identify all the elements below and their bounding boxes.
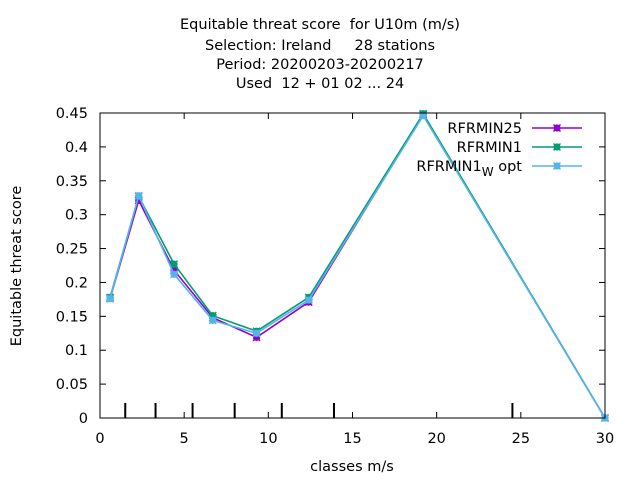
series-3 (106, 111, 610, 423)
legend-entry: RFRMIN1W opt (416, 159, 582, 179)
y-tick-label: 0.4 (65, 140, 88, 156)
x-tick-label: 5 (180, 431, 189, 447)
legend-entry: RFRMIN25 (447, 121, 582, 137)
title-line-3: Period: 20200203-20200217 (216, 57, 424, 73)
title-line-1: Equitable threat score for U10m (m/s) (180, 17, 460, 33)
series-1 (106, 110, 610, 423)
y-tick-label: 0.15 (56, 309, 88, 325)
data-point-x2 (106, 294, 115, 303)
plot-frame (99, 112, 606, 419)
legend-label-subscript: W (482, 165, 494, 179)
series-line (109, 114, 606, 419)
legend-marker-x2 (552, 161, 562, 171)
legend-label: RFRMIN1W opt (416, 159, 522, 179)
x-tick-label: 10 (259, 431, 277, 447)
legend-label-main: RFRMIN1 (457, 140, 522, 156)
series-line (109, 112, 606, 419)
y-tick-label: 0.35 (56, 174, 88, 190)
legend-label-tail: opt (494, 159, 523, 175)
x-tick-label: 20 (427, 431, 445, 447)
legend-label: RFRMIN1 (457, 140, 522, 156)
y-tick-label: 0.2 (65, 275, 88, 291)
data-point-x2 (304, 296, 313, 305)
y-tick-label: 0.3 (65, 208, 88, 224)
y-tick-label: 0.05 (56, 377, 88, 393)
y-tick-label: 0.1 (65, 343, 88, 359)
legend-label-main: RFRMIN1 (416, 159, 481, 175)
x-tick-label: 25 (512, 431, 530, 447)
title-line-4: Used 12 + 01 02 ... 24 (235, 76, 405, 92)
x-tick-label: 15 (343, 431, 361, 447)
data-point-x2 (170, 260, 179, 269)
legend-label: RFRMIN25 (447, 121, 522, 137)
x-axis-label: classes m/s (310, 459, 394, 475)
legend-entry: RFRMIN1 (457, 140, 582, 156)
legend-marker-x2 (552, 142, 562, 152)
y-tick-label: 0.25 (56, 242, 88, 258)
data-point-x2 (252, 329, 261, 338)
y-tick-label: 0 (79, 411, 88, 427)
title-line-2: Selection: Ireland 28 stations (204, 38, 436, 54)
y-axis-label: Equitable threat score (9, 186, 25, 347)
legend-label-main: RFRMIN25 (447, 121, 522, 137)
data-point-x2 (170, 270, 179, 279)
data-point-x2 (134, 191, 143, 200)
legend-marker-x2 (552, 123, 562, 133)
data-point-x2 (208, 316, 217, 325)
x-tick-label: 0 (95, 431, 104, 447)
x-tick-label: 30 (596, 431, 614, 447)
series-2 (106, 109, 610, 423)
y-tick-label: 0.45 (56, 106, 88, 122)
series-line (109, 112, 606, 419)
